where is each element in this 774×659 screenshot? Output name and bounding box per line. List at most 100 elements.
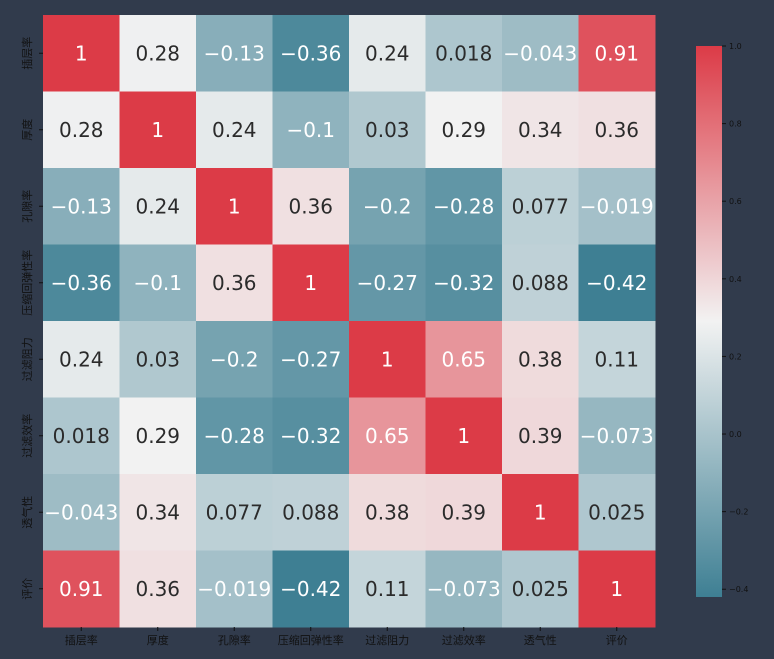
colorbar: 1.0 0.8 0.6 0.4 0.2 0.0 −0.2 −0.4	[696, 42, 748, 597]
heatmap-cell	[196, 474, 273, 551]
colorbar-tick-label: −0.4	[729, 585, 748, 594]
heatmap-cell	[349, 168, 426, 245]
heatmap-cell	[119, 168, 197, 245]
cell-annotation: −0.13	[204, 41, 265, 65]
y-tick-label: 评价	[21, 578, 34, 600]
heatmap-cell	[425, 397, 503, 475]
heatmap-cell	[119, 550, 197, 628]
heatmap-cell	[196, 15, 273, 92]
cell-annotation: −0.1	[286, 118, 335, 142]
x-tick-label: 过滤阻力	[365, 634, 409, 647]
cell-annotation: 0.65	[365, 424, 410, 448]
heatmap-cell	[349, 244, 426, 322]
heatmap-cell	[502, 474, 579, 551]
heatmap-cell	[502, 91, 579, 169]
cell-annotation: 0.91	[594, 41, 639, 65]
heatmap-cell	[196, 91, 273, 169]
colorbar-tick-label: 0.4	[729, 275, 742, 284]
heatmap-cells	[43, 15, 656, 628]
heatmap-cell	[578, 550, 656, 628]
heatmap-cell	[119, 15, 197, 92]
colorbar-tick-label: 0.6	[729, 197, 742, 206]
heatmap-cell	[43, 244, 120, 322]
heatmap-cell	[425, 91, 503, 169]
cell-annotation: −0.019	[197, 577, 271, 601]
cell-annotation: −0.073	[427, 577, 501, 601]
x-tick-label: 孔隙率	[218, 633, 251, 647]
cell-annotation: 0.24	[59, 347, 104, 371]
cell-annotation: 0.088	[512, 271, 569, 295]
cell-annotation: 1	[381, 347, 394, 371]
heatmap-cell	[196, 397, 273, 475]
cell-annotation: 0.24	[212, 118, 257, 142]
heatmap-cell	[119, 474, 197, 551]
cell-annotation: −0.1	[133, 271, 182, 295]
heatmap-cell	[43, 550, 120, 628]
heatmap-cell	[119, 91, 197, 169]
cell-annotation: 1	[457, 424, 470, 448]
heatmap-cell	[43, 474, 120, 551]
heatmap-cell	[349, 397, 426, 475]
heatmap-cell	[119, 321, 197, 398]
heatmap-cell	[425, 474, 503, 551]
heatmap-cell	[502, 550, 579, 628]
colorbar-tick-label: 0.0	[729, 430, 742, 439]
y-tick-label: 插层率	[20, 37, 34, 70]
heatmap-cell	[502, 168, 579, 245]
cell-annotation: −0.019	[580, 194, 654, 218]
cell-annotation: 0.39	[518, 424, 563, 448]
cell-annotation: 0.34	[518, 118, 563, 142]
cell-annotation: 0.077	[206, 500, 263, 524]
heatmap-cell	[272, 550, 350, 628]
y-tick-label: 过滤阻力	[21, 337, 34, 381]
heatmap-cell	[425, 15, 503, 92]
cell-annotation: −0.42	[586, 271, 647, 295]
heatmap-cell	[502, 15, 579, 92]
cell-annotation: 0.018	[435, 41, 492, 65]
heatmap-cell	[272, 474, 350, 551]
cell-annotation: 0.91	[59, 577, 104, 601]
heatmap-cell	[119, 397, 197, 475]
cell-annotation: 0.088	[282, 500, 339, 524]
cell-annotation: 0.29	[441, 118, 486, 142]
cell-annotation: 0.11	[365, 577, 410, 601]
colorbar-gradient	[696, 46, 722, 597]
cell-annotation: −0.36	[280, 41, 341, 65]
cell-annotation: 0.03	[135, 347, 180, 371]
colorbar-tick-label: −0.2	[729, 508, 748, 517]
heatmap-annotations: 1 0.28 −0.13 −0.36 0.24 0.018 −0.043 0.91 0.28 1 0…	[44, 41, 654, 601]
heatmap-cell	[578, 474, 656, 551]
cell-annotation: 1	[151, 118, 164, 142]
cell-annotation: 0.025	[512, 577, 569, 601]
heatmap-cell	[196, 168, 273, 245]
cell-annotation: −0.043	[503, 41, 577, 65]
cell-annotation: 0.34	[135, 500, 180, 524]
cell-annotation: 0.28	[59, 118, 104, 142]
heatmap-cell	[502, 244, 579, 322]
heatmap-cell	[43, 15, 120, 92]
cell-annotation: −0.42	[280, 577, 341, 601]
heatmap-cell	[425, 244, 503, 322]
heatmap-cell	[43, 91, 120, 169]
heatmap-cell	[272, 168, 350, 245]
cell-annotation: 1	[534, 500, 547, 524]
heatmap-cell	[272, 244, 350, 322]
x-tick-label: 厚度	[147, 633, 169, 647]
heatmap-cell	[349, 15, 426, 92]
cell-annotation: 0.65	[441, 347, 486, 371]
cell-annotation: −0.32	[280, 424, 341, 448]
cell-annotation: 1	[304, 271, 317, 295]
heatmap-cell	[578, 397, 656, 475]
cell-annotation: −0.13	[51, 194, 112, 218]
heatmap-cell	[578, 15, 656, 92]
cell-annotation: 0.24	[365, 41, 410, 65]
cell-annotation: −0.043	[44, 500, 118, 524]
cell-annotation: −0.27	[357, 271, 418, 295]
heatmap-cell	[578, 321, 656, 398]
cell-annotation: 0.018	[53, 424, 110, 448]
heatmap-cell	[349, 321, 426, 398]
heatmap-cell	[502, 321, 579, 398]
heatmap-cell	[349, 474, 426, 551]
y-tick-label: 厚度	[20, 119, 34, 141]
